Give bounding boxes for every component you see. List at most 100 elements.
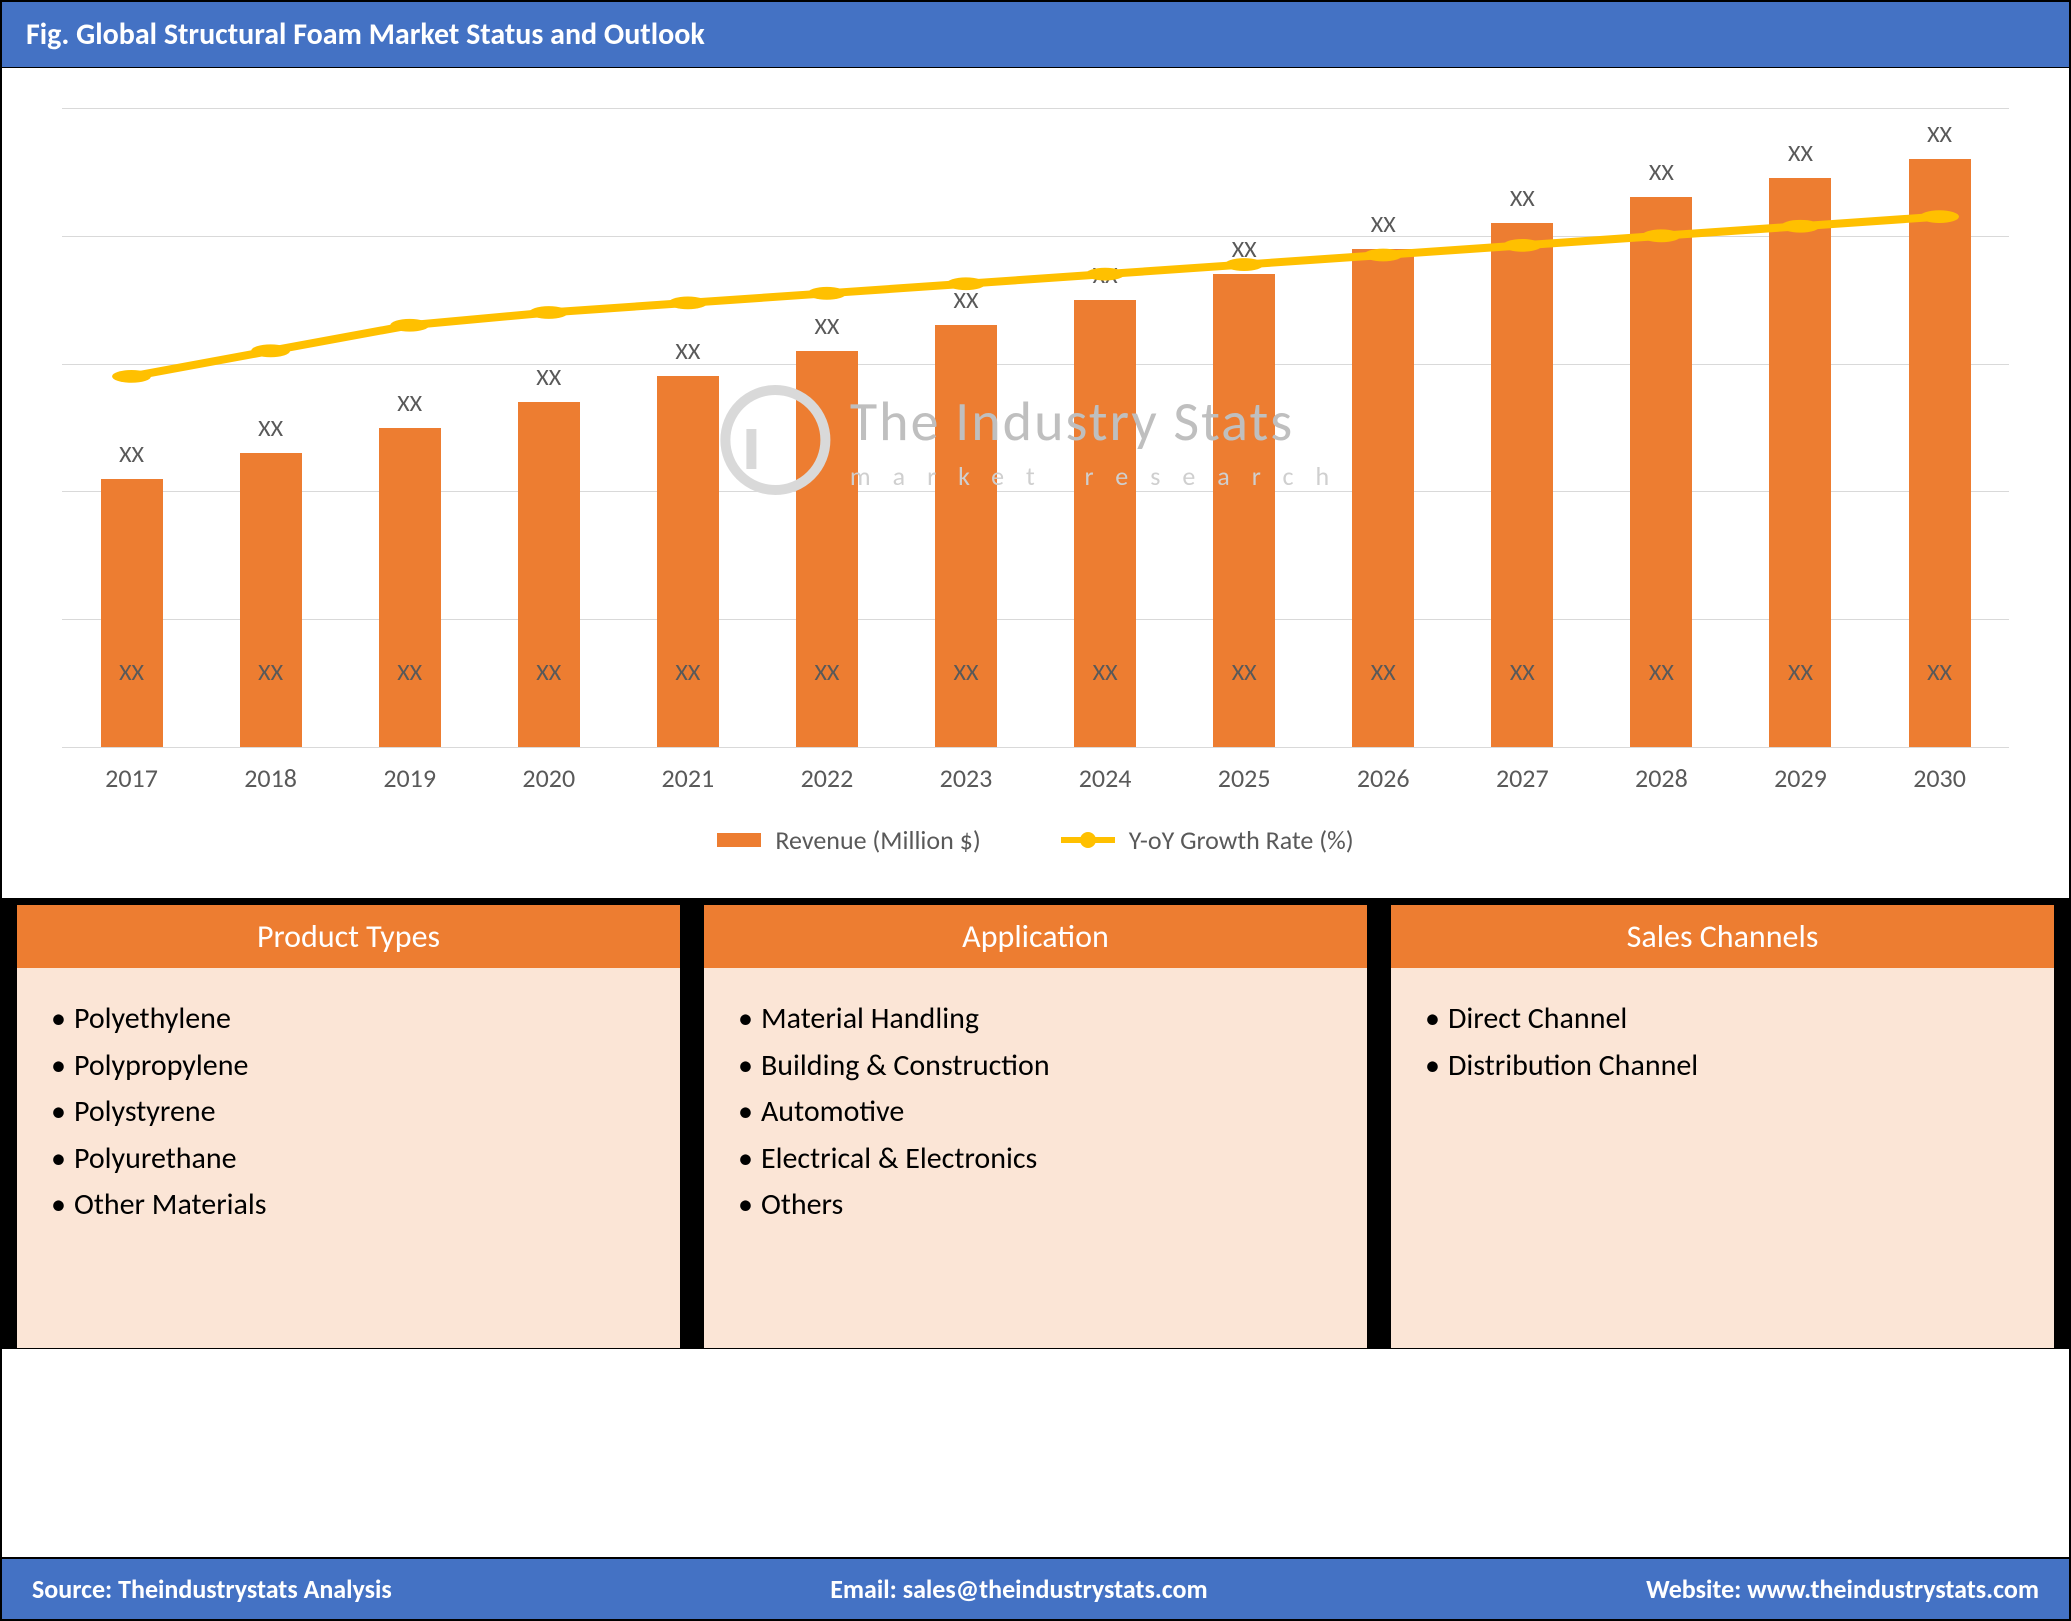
- bar-slot: XX XX: [1453, 108, 1592, 747]
- figure-title: Fig. Global Structural Foam Market Statu…: [2, 2, 2069, 68]
- panel-item: Polystyrene: [51, 1089, 646, 1136]
- x-axis-year: 2025: [1175, 762, 1314, 794]
- bar-top-label: XX: [119, 440, 144, 469]
- x-axis-year: 2028: [1592, 762, 1731, 794]
- bar-inner-label: XX: [101, 658, 163, 687]
- panel-item: Material Handling: [738, 996, 1333, 1043]
- revenue-bar: XX: [935, 325, 997, 747]
- panel-body: PolyethylenePolypropylenePolystyrenePoly…: [17, 968, 680, 1348]
- segment-panel: Product TypesPolyethylenePolypropylenePo…: [16, 904, 681, 1349]
- panel-item: Polypropylene: [51, 1043, 646, 1090]
- revenue-bar: XX: [1213, 274, 1275, 747]
- bar-inner-label: XX: [935, 658, 997, 687]
- bar-inner-label: XX: [240, 658, 302, 687]
- x-axis-year: 2020: [479, 762, 618, 794]
- bar-top-label: XX: [1927, 120, 1952, 149]
- bar-inner-label: XX: [1491, 658, 1553, 687]
- panel-item: Distribution Channel: [1425, 1043, 2020, 1090]
- bar-inner-label: XX: [796, 658, 858, 687]
- legend-growth: Y-oY Growth Rate (%): [1061, 824, 1354, 856]
- bar-top-label: XX: [397, 389, 422, 418]
- bar-inner-label: XX: [1909, 658, 1971, 687]
- bar-inner-label: XX: [379, 658, 441, 687]
- bar-series: XX XX XX XX XX XX XX XX XX XX XX XX XX XX XX XX XX XX XX XX…: [62, 108, 2009, 747]
- chart-legend: Revenue (Million $) Y-oY Growth Rate (%): [62, 824, 2009, 856]
- segment-panel: ApplicationMaterial HandlingBuilding & C…: [703, 904, 1368, 1349]
- revenue-bar: XX: [1491, 223, 1553, 747]
- chart-container: XX XX XX XX XX XX XX XX XX XX XX XX XX XX XX XX XX XX XX XX…: [2, 68, 2069, 898]
- panel-header: Application: [704, 905, 1367, 968]
- bar-slot: XX XX: [479, 108, 618, 747]
- x-axis-year: 2022: [757, 762, 896, 794]
- bar-inner-label: XX: [657, 658, 719, 687]
- bar-slot: XX XX: [896, 108, 1035, 747]
- footer-website: Website: www.theindustrystats.com: [1646, 1573, 2039, 1605]
- panel-item: Direct Channel: [1425, 996, 2020, 1043]
- bar-inner-label: XX: [1352, 658, 1414, 687]
- x-axis-year: 2024: [1036, 762, 1175, 794]
- x-axis-labels: 2017201820192020202120222023202420252026…: [62, 762, 2009, 794]
- bar-inner-label: XX: [1213, 658, 1275, 687]
- panel-item: Others: [738, 1182, 1333, 1229]
- bar-top-label: XX: [1093, 261, 1118, 290]
- x-axis-year: 2027: [1453, 762, 1592, 794]
- panel-body: Material HandlingBuilding & Construction…: [704, 968, 1367, 1348]
- footer-email: Email: sales@theindustrystats.com: [830, 1573, 1207, 1605]
- bar-slot: XX XX: [201, 108, 340, 747]
- bar-top-label: XX: [1649, 158, 1674, 187]
- legend-line-label: Y-oY Growth Rate (%): [1129, 824, 1354, 856]
- bar-inner-label: XX: [1074, 658, 1136, 687]
- bar-slot: XXXX: [618, 108, 757, 747]
- legend-line-swatch: [1061, 837, 1115, 843]
- bar-top-label: XX: [258, 414, 283, 443]
- x-axis-year: 2021: [618, 762, 757, 794]
- bar-slot: XX XX: [757, 108, 896, 747]
- revenue-bar: XX: [1074, 300, 1136, 747]
- bar-slot: XX XX: [1731, 108, 1870, 747]
- x-axis-year: 2023: [896, 762, 1035, 794]
- bar-top-label: XX: [954, 286, 979, 315]
- bar-slot: XX XX: [340, 108, 479, 747]
- bar-inner-label: XX: [518, 658, 580, 687]
- x-axis-year: 2029: [1731, 762, 1870, 794]
- panel-item: Building & Construction: [738, 1043, 1333, 1090]
- x-axis-year: 2026: [1314, 762, 1453, 794]
- panel-item: Polyurethane: [51, 1136, 646, 1183]
- panel-header: Sales Channels: [1391, 905, 2054, 968]
- bar-inner-label: XX: [1630, 658, 1692, 687]
- panel-item: Polyethylene: [51, 996, 646, 1043]
- revenue-bar: XX: [379, 428, 441, 748]
- x-axis-year: 2030: [1870, 762, 2009, 794]
- panel-item: Automotive: [738, 1089, 1333, 1136]
- legend-bar-swatch: [717, 833, 761, 847]
- footer-bar: Source: Theindustrystats Analysis Email:…: [2, 1557, 2069, 1619]
- revenue-bar: XX: [1769, 178, 1831, 747]
- revenue-bar: XX: [101, 479, 163, 747]
- revenue-bar: XX: [240, 453, 302, 747]
- x-axis-year: 2017: [62, 762, 201, 794]
- bar-top-label: XX: [1371, 210, 1396, 239]
- footer-source: Source: Theindustrystats Analysis: [32, 1573, 392, 1605]
- bar-slot: XX XX: [62, 108, 201, 747]
- bar-slot: XX XX: [1314, 108, 1453, 747]
- x-axis-year: 2018: [201, 762, 340, 794]
- legend-bar-label: Revenue (Million $): [775, 824, 980, 856]
- chart-plot-area: XX XX XX XX XX XX XX XX XX XX XX XX XX XX XX XX XX XX XX XX…: [62, 108, 2009, 748]
- bar-slot: XX XX: [1036, 108, 1175, 747]
- revenue-bar: XX: [1909, 159, 1971, 747]
- bar-top-label: XX: [1510, 184, 1535, 213]
- bar-top-label: XX: [814, 312, 839, 341]
- revenue-bar: XX: [657, 376, 719, 747]
- segment-panels: Product TypesPolyethylenePolypropylenePo…: [2, 898, 2069, 1349]
- bar-inner-label: XX: [1769, 658, 1831, 687]
- bar-top-label: XX: [1232, 235, 1257, 264]
- revenue-bar: XX: [1630, 197, 1692, 747]
- revenue-bar: XX: [518, 402, 580, 747]
- revenue-bar: XX: [796, 351, 858, 747]
- bar-top-label: XX: [1788, 139, 1813, 168]
- panel-item: Electrical & Electronics: [738, 1136, 1333, 1183]
- x-axis-year: 2019: [340, 762, 479, 794]
- bar-top-label: XX: [536, 363, 561, 392]
- bar-slot: XX XX: [1592, 108, 1731, 747]
- bar-slot: XX XX: [1870, 108, 2009, 747]
